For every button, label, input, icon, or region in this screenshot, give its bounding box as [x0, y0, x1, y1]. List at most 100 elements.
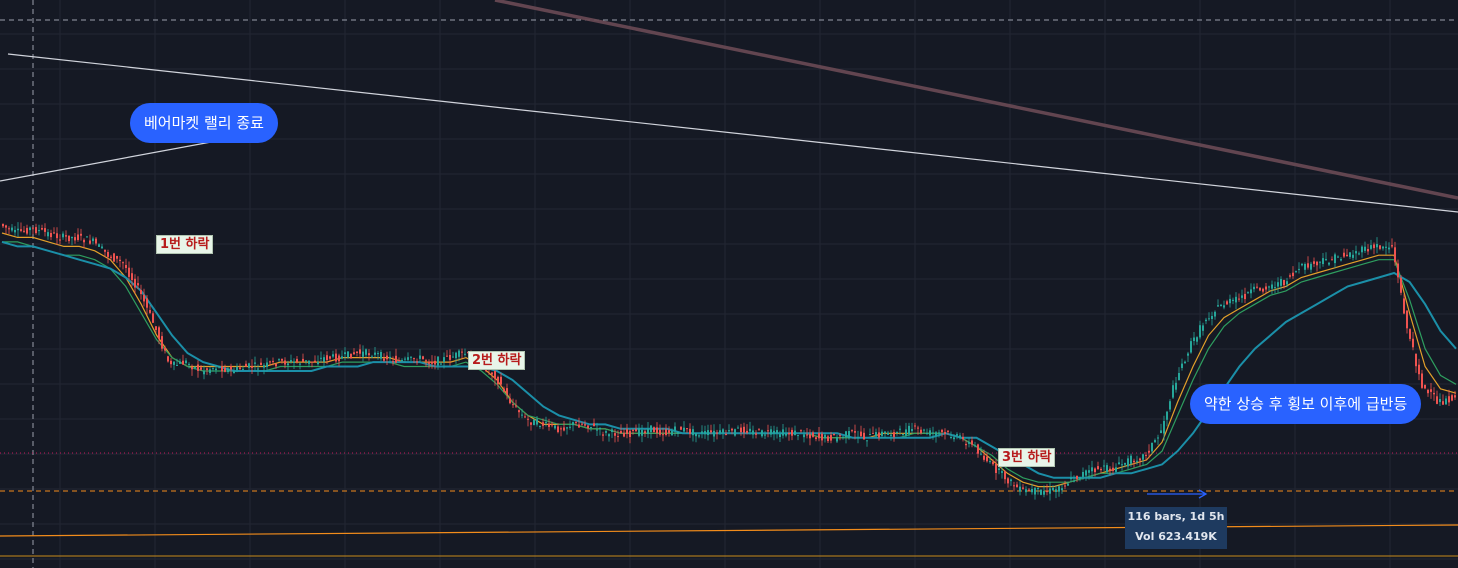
candle-body — [182, 360, 184, 365]
candle-body — [296, 358, 298, 362]
drop-label-1[interactable]: 1번 하락 — [156, 235, 214, 254]
candle-body — [224, 367, 226, 372]
candle-body — [686, 428, 688, 430]
candle-body — [704, 431, 706, 435]
candle-body — [464, 353, 466, 355]
candle-body — [104, 249, 106, 252]
candle-body — [1340, 259, 1342, 261]
candle-body — [161, 336, 163, 349]
candle-body — [800, 430, 802, 432]
candle-body — [287, 363, 289, 366]
candle-body — [1154, 440, 1156, 443]
candle-body — [599, 427, 601, 430]
candle-body — [62, 233, 64, 238]
candle-body — [422, 356, 424, 359]
candle-body — [188, 363, 190, 365]
candle-body — [1397, 263, 1399, 278]
candle-body — [1403, 298, 1405, 314]
candle-body — [890, 434, 892, 436]
candle-body — [425, 360, 427, 362]
candle-body — [338, 355, 340, 362]
candle-body — [323, 357, 325, 362]
candle-body — [545, 422, 547, 424]
candle-body — [1145, 454, 1147, 456]
candle-body — [92, 238, 94, 242]
candle-body — [329, 356, 331, 359]
candle-body — [1238, 298, 1240, 300]
candle-body — [113, 253, 115, 262]
candle-body — [1277, 282, 1279, 287]
measure-arrow — [1147, 489, 1208, 499]
trendlines — [0, 0, 1458, 213]
candle-body — [1124, 462, 1126, 465]
candle-body — [791, 429, 793, 436]
candle-body — [1040, 489, 1042, 495]
callout-bear-rally-end[interactable]: 베어마켓 랠리 종료 — [130, 103, 278, 143]
drop-label-2[interactable]: 2번 하락 — [468, 351, 526, 370]
candle-body — [743, 426, 745, 433]
candle-body — [929, 430, 931, 436]
candle-body — [1349, 252, 1351, 257]
candle-body — [947, 430, 949, 432]
candle-body — [77, 234, 79, 240]
ascending-trendline — [0, 139, 223, 182]
candle-body — [1061, 488, 1063, 491]
candle-body — [533, 419, 535, 426]
candle-body — [368, 353, 370, 356]
candle-body — [86, 236, 88, 238]
drop-label-3[interactable]: 3번 하락 — [998, 448, 1056, 467]
candle-body — [1361, 246, 1363, 253]
candle-body — [860, 431, 862, 437]
candle-body — [353, 352, 355, 355]
candle-body — [731, 428, 733, 431]
candle-body — [260, 362, 262, 365]
candle-body — [974, 445, 976, 447]
candle-body — [557, 426, 559, 433]
candle-body — [263, 365, 265, 368]
ma-line-2 — [2, 241, 1457, 483]
candle-body — [1082, 472, 1084, 477]
candle-body — [293, 361, 295, 363]
candle-body — [1109, 468, 1111, 472]
candle-body — [227, 368, 229, 372]
candle-body — [650, 425, 652, 432]
candle-body — [1376, 244, 1378, 248]
candle-body — [665, 429, 667, 435]
candle-body — [722, 429, 724, 434]
candle-body — [830, 434, 832, 441]
candle-body — [938, 432, 940, 434]
candle-body — [779, 434, 781, 437]
candle-body — [1160, 430, 1162, 434]
candle-body — [1253, 286, 1255, 290]
candle-body — [1184, 361, 1186, 364]
candle-body — [374, 352, 376, 355]
candle-body — [71, 237, 73, 239]
candle-body — [275, 363, 277, 367]
candle-body — [1223, 305, 1225, 308]
candle-body — [1247, 292, 1249, 294]
candle-body — [884, 431, 886, 434]
candle-body — [875, 432, 877, 437]
candle-body — [278, 359, 280, 361]
candle-body — [350, 353, 352, 359]
candle-body — [566, 427, 568, 429]
candle-body — [1451, 395, 1453, 401]
candle-body — [1283, 280, 1285, 286]
candle-body — [608, 434, 610, 437]
candle-body — [923, 429, 925, 431]
candle-body — [536, 419, 538, 425]
candle-body — [1448, 396, 1450, 403]
candle-body — [1409, 329, 1411, 339]
candle-body — [674, 426, 676, 431]
candle-body — [749, 428, 751, 432]
candle-body — [221, 366, 223, 372]
callout-sharp-rebound[interactable]: 약한 상승 후 횡보 이후에 급반등 — [1190, 384, 1422, 424]
candle-body — [692, 429, 694, 436]
candle-body — [137, 283, 139, 286]
candle-body — [818, 433, 820, 439]
candle-body — [26, 227, 28, 234]
candle-body — [131, 273, 133, 280]
candle-body — [1355, 251, 1357, 254]
